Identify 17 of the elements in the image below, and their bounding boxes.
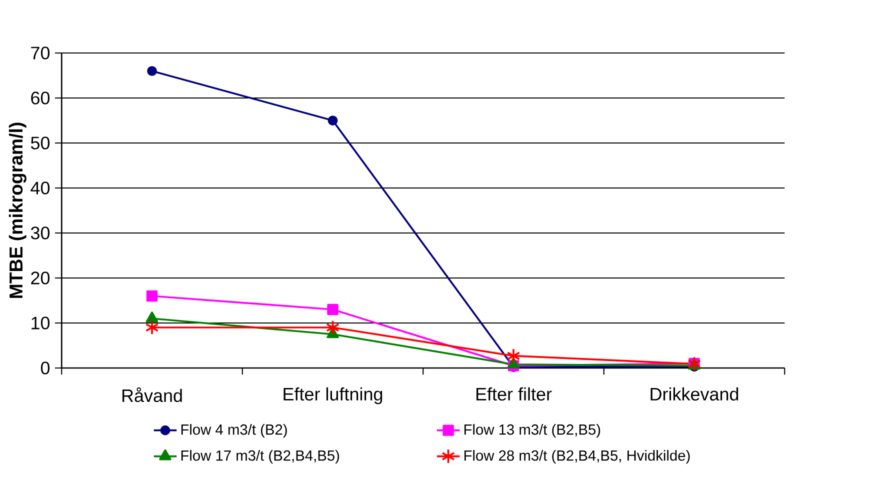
- y-tick-label: 50: [30, 136, 50, 150]
- legend-label: Flow 13 m3/t (B2,B5): [464, 424, 600, 438]
- y-tick-label: 60: [31, 92, 50, 104]
- legend-label: Flow 4 m3/t (B2): [181, 424, 287, 438]
- legend-label: Flow 28 m3/t (B2,B4,B5, Hvidkilde): [464, 450, 690, 464]
- y-tick-label: 10: [32, 316, 50, 330]
- y-tick-label: 20: [31, 272, 50, 284]
- y-tick-label: 0: [40, 362, 50, 374]
- y-tick-label: 30: [30, 226, 50, 240]
- x-tick-label: Drikkevand: [650, 387, 738, 401]
- x-tick-label: Efter luftning: [284, 387, 382, 404]
- y-tick-label: 40: [30, 182, 50, 194]
- x-tick-label: Efter filter: [476, 387, 552, 401]
- y-tick-label: 70: [31, 46, 50, 60]
- y-axis-title: MTBE (mikrogram/l): [8, 122, 26, 298]
- x-tick-label: Råvand: [122, 387, 182, 402]
- legend-label: Flow 17 m3/t (B2,B4,B5): [181, 450, 340, 464]
